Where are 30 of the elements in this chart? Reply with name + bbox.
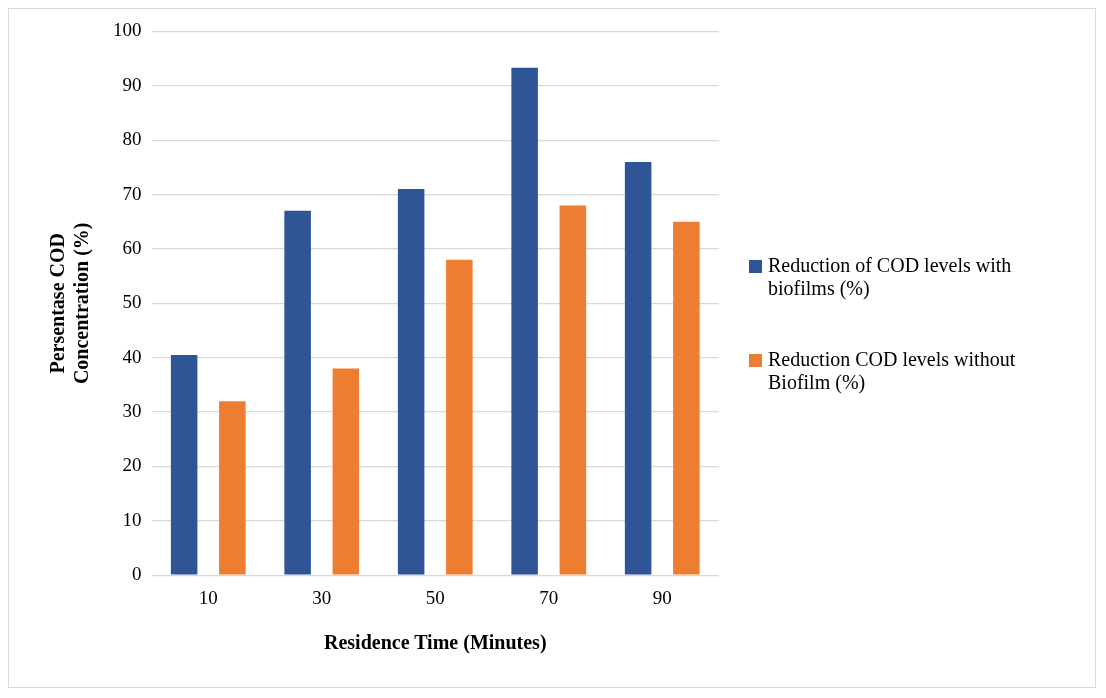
x-axis-title: Residence Time (Minutes) [323, 631, 547, 655]
y-tick-label: 40 [122, 345, 142, 367]
bar [219, 401, 246, 575]
y-tick-label: 10 [122, 508, 142, 530]
y-tick-label: 70 [122, 182, 142, 204]
bar [170, 354, 198, 575]
legend-label: Reduction of COD levels with biofilms (%) [768, 254, 1013, 300]
bar [332, 368, 360, 575]
y-tick-label: 80 [122, 128, 142, 150]
y-tick-label: 90 [122, 73, 142, 95]
bar [446, 259, 473, 575]
bar [511, 67, 538, 575]
y-tick-label: 60 [122, 236, 142, 258]
bar [673, 221, 700, 575]
y-tick-label: 0 [132, 563, 142, 585]
x-tick-label: 70 [539, 586, 559, 608]
y-tick-label: 50 [122, 291, 142, 313]
x-tick-label: 90 [652, 586, 672, 608]
bar [284, 210, 311, 575]
bar [624, 161, 652, 575]
bar [397, 189, 425, 575]
y-tick-label: 100 [113, 19, 142, 41]
x-tick-label: 50 [425, 586, 445, 608]
bar [559, 205, 587, 575]
y-tick-label: 20 [122, 454, 142, 476]
x-tick-label: 10 [198, 586, 218, 608]
y-axis-title: Persentase COD Concentration (%) [46, 222, 94, 385]
legend-label: Reduction COD levels without Biofilm (%) [768, 348, 1017, 394]
x-tick-label: 30 [312, 586, 332, 608]
y-tick-label: 30 [122, 400, 142, 422]
